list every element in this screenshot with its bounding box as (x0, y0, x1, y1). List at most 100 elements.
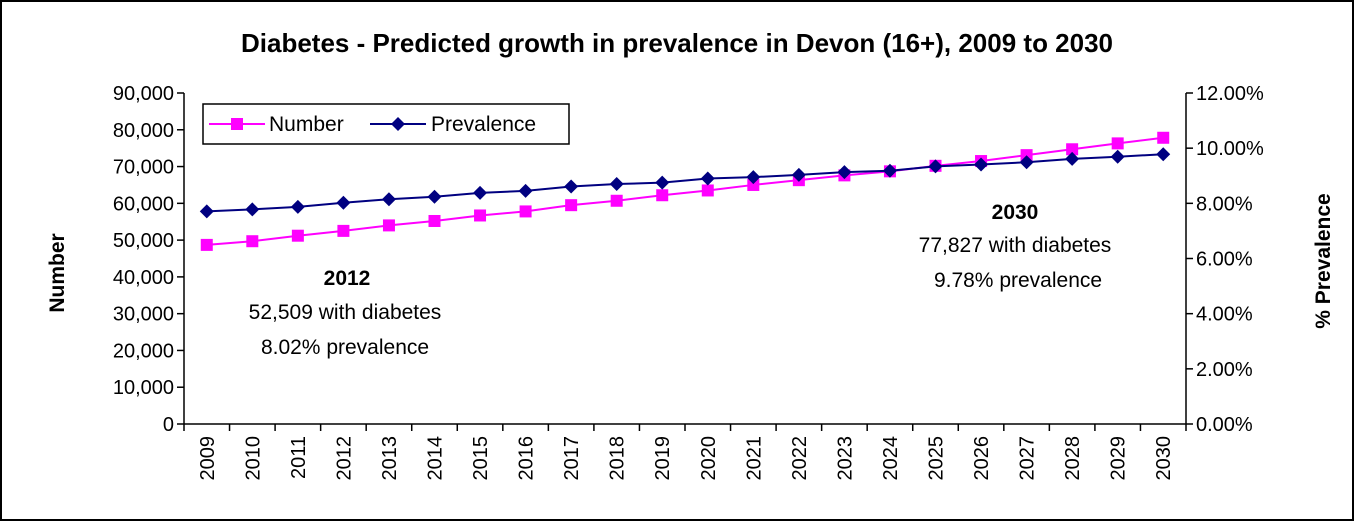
data-point-prevalence (928, 159, 943, 174)
x-tick-label: 2014 (425, 436, 447, 481)
data-point-prevalence (882, 163, 897, 178)
data-point-number (1157, 131, 1170, 144)
data-point-number (291, 229, 304, 242)
data-point-prevalence (473, 185, 488, 200)
data-point-prevalence (199, 204, 214, 219)
data-point-prevalence (427, 189, 442, 204)
y2-tick-label: 10.00% (1196, 138, 1264, 160)
chart-title: Diabetes - Predicted growth in prevalenc… (241, 28, 1113, 58)
series-line-prevalence (206, 153, 1164, 213)
data-point-prevalence (336, 195, 351, 210)
x-tick-label: 2012 (333, 436, 355, 481)
x-tick-label: 2018 (607, 436, 629, 481)
data-point-number (337, 224, 350, 237)
x-tick-label: 2025 (926, 436, 948, 481)
data-point-prevalence (290, 199, 305, 214)
y-tick-label: 60,000 (113, 193, 174, 215)
annotation-2012-prevalence: 8.02% prevalence (261, 336, 429, 359)
y2-tick-label: 12.00% (1196, 83, 1264, 105)
y2-tick-label: 4.00% (1196, 304, 1253, 326)
legend-prevalence-label: Prevalence (431, 113, 536, 136)
x-tick-label: 2027 (1017, 436, 1039, 481)
data-point-prevalence (381, 192, 396, 207)
y-tick-label: 50,000 (113, 230, 174, 252)
x-tick-label: 2019 (652, 436, 674, 481)
data-point-prevalence (1019, 155, 1034, 170)
data-point-prevalence (1110, 149, 1125, 164)
data-point-number (474, 209, 487, 222)
data-point-number (565, 199, 578, 212)
data-point-prevalence (791, 167, 806, 182)
data-point-number (246, 235, 259, 248)
x-tick-label: 2028 (1062, 436, 1084, 481)
data-point-number (1066, 143, 1079, 156)
legend-number-marker (231, 118, 243, 130)
x-tick-label: 2030 (1153, 436, 1175, 481)
data-point-prevalence (655, 175, 670, 190)
x-tick-label: 2015 (470, 436, 492, 481)
x-tick-label: 2009 (197, 436, 219, 481)
data-point-prevalence (518, 183, 533, 198)
data-point-number (1111, 137, 1124, 150)
x-axis-ticks: 2009 2010 2011 2012 2013 2014 2015 2016 2017 2018… (183, 424, 1187, 481)
annotation-2030: 2030 77,827 with diabetes 9.78% prevalen… (919, 201, 1112, 292)
data-point-number (519, 205, 532, 218)
annotation-2030-title: 2030 (992, 201, 1039, 224)
y-tick-label: 30,000 (113, 304, 174, 326)
x-tick-label: 2024 (880, 436, 902, 481)
data-point-prevalence (609, 177, 624, 192)
y-tick-label: 40,000 (113, 267, 174, 289)
x-tick-label: 2021 (743, 436, 765, 481)
data-point-prevalence (837, 165, 852, 180)
data-point-number (656, 189, 669, 202)
x-tick-label: 2026 (971, 436, 993, 481)
legend-prevalence-marker (391, 117, 405, 131)
annotation-2012-count: 52,509 with diabetes (249, 301, 442, 324)
y-tick-label: 70,000 (113, 157, 174, 179)
y-axis-label: Number (46, 233, 69, 312)
legend: Number Prevalence (202, 103, 570, 145)
series-layer (199, 131, 1171, 251)
annotation-2030-prevalence: 9.78% prevalence (934, 269, 1102, 292)
x-tick-label: 2023 (834, 436, 856, 481)
annotation-2012-title: 2012 (324, 267, 371, 290)
y2-axis-ticks: 0.00% 2.00% 4.00% 6.00% 8.00% 10.00% 12.00% (1186, 83, 1264, 436)
annotation-2030-count: 77,827 with diabetes (919, 234, 1112, 257)
data-point-prevalence (245, 202, 260, 217)
x-tick-label: 2016 (516, 436, 538, 481)
data-point-prevalence (746, 170, 761, 185)
data-point-number (428, 214, 441, 227)
y2-tick-label: 6.00% (1196, 249, 1253, 271)
data-point-number (747, 178, 760, 191)
x-tick-label: 2011 (288, 436, 310, 479)
series-line-number (206, 136, 1164, 246)
y-tick-label: 20,000 (113, 340, 174, 362)
x-tick-label: 2029 (1108, 436, 1130, 481)
y2-tick-label: 8.00% (1196, 193, 1253, 215)
data-point-prevalence (1065, 151, 1080, 166)
y-axis-ticks: 0 10,000 20,000 30,000 40,000 50,000 60,000 70,… (113, 83, 184, 436)
annotation-2012: 2012 52,509 with diabetes 8.02% prevalen… (249, 267, 442, 359)
data-point-prevalence (564, 179, 579, 194)
y-tick-label: 80,000 (113, 120, 174, 142)
data-point-number (1020, 149, 1033, 162)
data-point-number (701, 184, 714, 197)
y2-axis-label: % Prevalence (1312, 193, 1335, 328)
data-point-number (610, 194, 623, 207)
x-tick-label: 2013 (379, 436, 401, 481)
y-tick-label: 0 (163, 414, 174, 436)
y2-tick-label: 0.00% (1196, 414, 1253, 436)
x-tick-label: 2010 (242, 436, 264, 481)
y-tick-label: 10,000 (113, 377, 174, 399)
legend-number-label: Number (269, 113, 344, 136)
data-point-number (200, 238, 213, 251)
x-tick-label: 2022 (789, 436, 811, 481)
x-tick-label: 2020 (698, 436, 720, 481)
data-point-prevalence (974, 157, 989, 172)
data-point-prevalence (700, 171, 715, 186)
data-point-prevalence (1156, 147, 1171, 162)
y-tick-label: 90,000 (113, 83, 174, 105)
